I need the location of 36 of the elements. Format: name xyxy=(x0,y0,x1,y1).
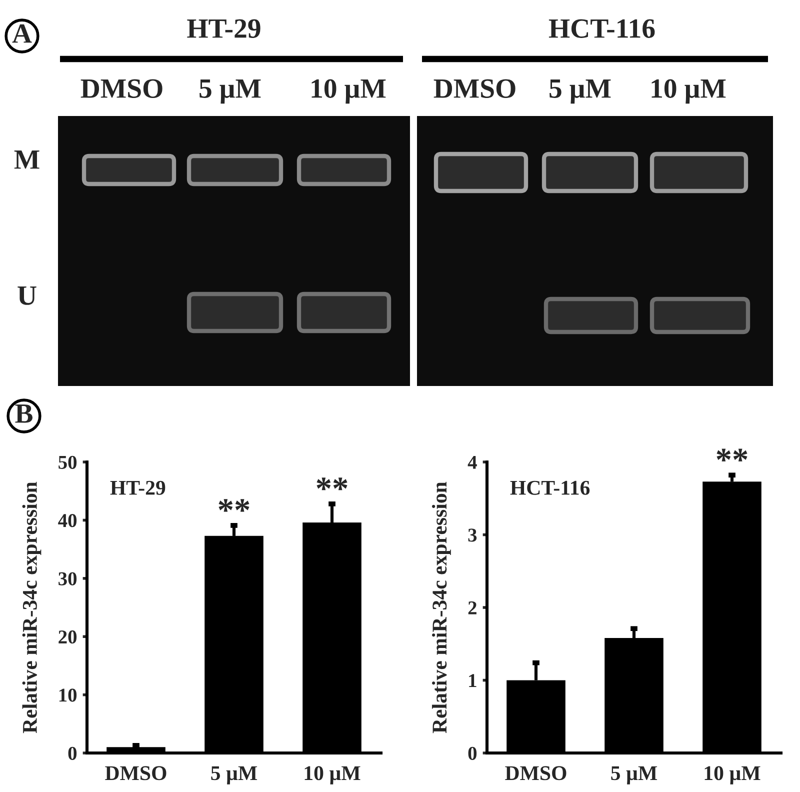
x-tick-label: 10 µM xyxy=(704,766,760,784)
y-tick-label: 4 xyxy=(468,456,477,469)
x-tick-label: DMSO xyxy=(105,766,166,780)
y-tick-label: 10 xyxy=(59,688,77,702)
text: HT-29 xyxy=(110,480,166,495)
annotation: ** xyxy=(218,499,250,512)
y-axis-title: Relative miR-34c expression xyxy=(22,482,42,734)
y-tick-label: 30 xyxy=(58,572,77,586)
text: 10 µM xyxy=(652,79,726,104)
text: M xyxy=(14,150,40,169)
text: 5 µM xyxy=(200,79,261,104)
y-tick-label: 50 xyxy=(58,456,77,469)
x-tick-label: 5 µM xyxy=(611,766,658,784)
y-tick-label: 20 xyxy=(58,630,77,644)
annotation: ** xyxy=(716,448,748,462)
y-tick-label: 0 xyxy=(68,746,77,760)
text: B xyxy=(15,404,32,423)
y-tick-label: 0 xyxy=(468,746,477,760)
text: DMSO xyxy=(80,79,162,98)
y-tick-label: 3 xyxy=(468,528,477,542)
x-tick-label: 5 µM xyxy=(211,766,258,784)
y-tick-label: 1 xyxy=(469,674,476,687)
annotation: ** xyxy=(316,478,348,490)
x-tick-label: DMSO xyxy=(505,766,566,780)
text: 10 µM xyxy=(312,79,386,104)
x-tick-label: 10 µM xyxy=(304,766,360,784)
text: U xyxy=(18,286,36,305)
text: DMSO xyxy=(434,79,516,98)
y-axis-title: Relative miR-34c expression xyxy=(432,482,451,734)
y-tick-label: 40 xyxy=(58,514,77,528)
text: HCT-116 xyxy=(548,19,655,38)
y-tick-label: 2 xyxy=(468,601,476,614)
text: HT-29 xyxy=(187,19,260,38)
text: A xyxy=(12,24,32,43)
text: 5 µM xyxy=(550,79,611,104)
text: HCT-116 xyxy=(510,480,590,495)
